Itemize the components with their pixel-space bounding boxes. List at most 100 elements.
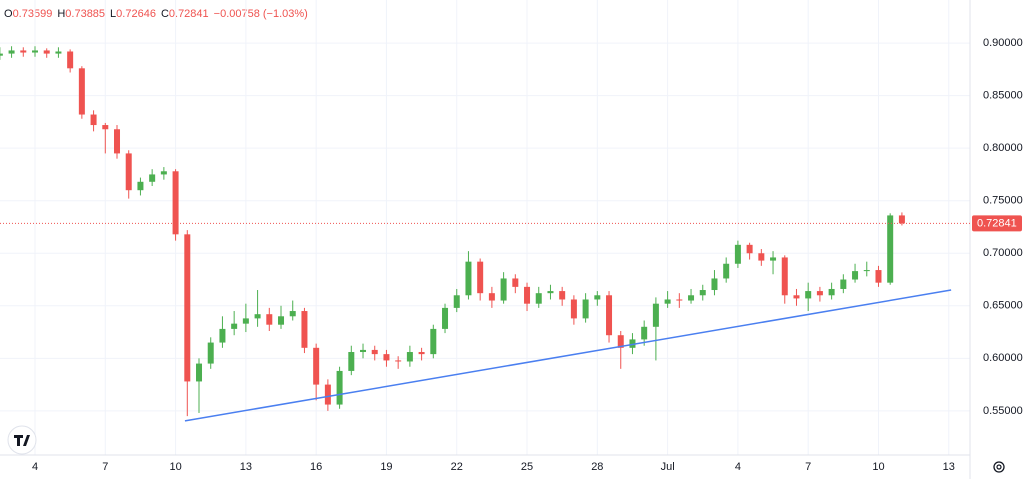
candle-body: [219, 328, 226, 343]
y-tick-label: 0.55000: [983, 405, 1023, 417]
candle-body: [184, 234, 191, 382]
x-tick-label: 19: [380, 461, 392, 473]
candle-body: [90, 114, 97, 126]
trend-line: [184, 289, 952, 422]
candle-body: [172, 171, 179, 235]
candle-body: [0, 53, 3, 56]
candle-body: [266, 314, 273, 325]
candle-body: [78, 68, 85, 115]
candle-body: [570, 299, 577, 319]
x-tick-label: 4: [735, 461, 741, 473]
candle-body: [547, 291, 554, 294]
candle-body: [324, 384, 331, 405]
candle-body: [652, 303, 659, 327]
x-tick-label: 22: [451, 461, 463, 473]
value-open: 0.73599: [13, 8, 53, 20]
candle-body: [242, 318, 249, 324]
candle-body: [371, 349, 378, 355]
candle-body: [8, 50, 15, 54]
candle-body: [196, 363, 203, 382]
candle-body: [231, 323, 238, 329]
candle-body: [887, 215, 894, 283]
candle-body: [289, 311, 296, 317]
candle-body: [336, 370, 343, 405]
tv-logo[interactable]: [7, 425, 37, 455]
candle-body: [863, 270, 870, 272]
gear-ring: [993, 461, 1005, 473]
candle-body: [828, 288, 835, 296]
y-tick-label: 0.80000: [983, 142, 1023, 154]
candle-body: [535, 293, 542, 304]
x-tick-label: 25: [521, 461, 533, 473]
candle-body: [500, 278, 507, 301]
label-high: H: [57, 8, 65, 20]
candle-body: [875, 270, 882, 283]
candle-body: [442, 307, 449, 329]
candle-body: [55, 51, 62, 54]
candle-body: [699, 290, 706, 296]
candle-body: [524, 286, 531, 304]
candle-body: [348, 352, 355, 371]
candle-body: [898, 215, 905, 224]
x-tick-label: 10: [872, 461, 884, 473]
candle-body: [20, 50, 27, 53]
candle-body: [137, 181, 144, 191]
candle-body: [723, 263, 730, 279]
x-tick-label: 7: [102, 461, 108, 473]
x-tick-label: Jul: [661, 461, 675, 473]
candle-body: [816, 291, 823, 296]
change: −0.00758 (−1.03%): [214, 8, 308, 20]
value-low: 0.72646: [116, 8, 156, 20]
candle-body: [641, 326, 648, 340]
settings-icon[interactable]: [993, 461, 1005, 473]
value-close: 0.72841: [169, 8, 209, 20]
candle-body: [770, 257, 777, 261]
candle-body: [114, 129, 121, 154]
candle-body: [301, 311, 308, 348]
x-tick-label: 13: [943, 461, 955, 473]
candle-body: [418, 352, 425, 355]
candle-body: [383, 354, 390, 361]
logo-circle: [7, 425, 37, 455]
candle-body: [149, 174, 156, 182]
candle-body: [617, 335, 624, 348]
candle-body: [67, 51, 74, 69]
candle-body: [254, 314, 261, 319]
candle-body: [313, 347, 320, 385]
candle-body: [594, 295, 601, 300]
last-price-box: [972, 215, 1022, 232]
candle-body: [488, 293, 495, 301]
candle-body: [582, 299, 589, 319]
candle-body: [477, 261, 484, 294]
candle-body: [160, 171, 167, 175]
candle-body: [278, 316, 285, 325]
candle-body: [395, 360, 402, 362]
x-tick-label: 4: [32, 461, 38, 473]
label-close: C: [161, 8, 169, 20]
candle-body: [664, 299, 671, 304]
candle-body: [207, 342, 214, 364]
candle-body: [125, 153, 132, 191]
x-tick-label: 13: [240, 461, 252, 473]
candle-body: [606, 295, 613, 336]
candle-body: [688, 295, 695, 301]
candle-body: [840, 279, 847, 289]
candle-body: [360, 349, 367, 353]
candle-body: [852, 271, 859, 280]
candle-body: [793, 295, 800, 299]
y-tick-label: 0.70000: [983, 247, 1023, 259]
y-tick-label: 0.75000: [983, 195, 1023, 207]
candle-body: [512, 278, 519, 287]
candle-body: [43, 50, 50, 54]
candle-body: [430, 328, 437, 355]
y-tick-label: 0.60000: [983, 352, 1023, 364]
candle-body: [453, 295, 460, 308]
y-tick-label: 0.85000: [983, 90, 1023, 102]
candle-body: [465, 261, 472, 296]
candle-body: [559, 291, 566, 300]
y-tick-label: 0.90000: [983, 37, 1023, 49]
candle-body: [102, 125, 109, 130]
ohlc-legend: O0.73599 H0.73885 L0.72646 C0.72841 −0.00758…: [4, 8, 308, 20]
